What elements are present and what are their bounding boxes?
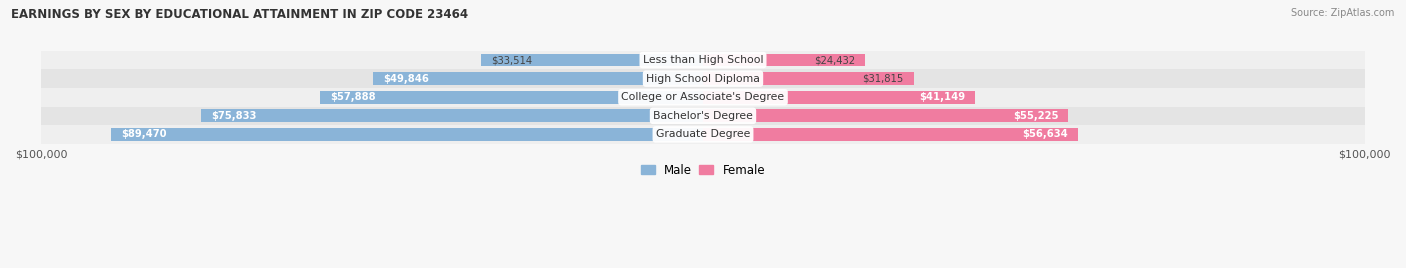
Text: $75,833: $75,833 <box>211 111 256 121</box>
Bar <box>321 91 703 103</box>
Text: $49,846: $49,846 <box>382 74 429 84</box>
Bar <box>41 69 1365 88</box>
Text: $31,815: $31,815 <box>862 74 904 84</box>
Bar <box>703 128 1078 141</box>
Bar <box>373 72 703 85</box>
Text: $89,470: $89,470 <box>121 129 166 139</box>
Text: $56,634: $56,634 <box>1022 129 1067 139</box>
Bar <box>703 54 865 66</box>
Bar <box>111 128 703 141</box>
Bar <box>41 88 1365 106</box>
Bar <box>41 106 1365 125</box>
Bar <box>41 51 1365 69</box>
Bar <box>41 125 1365 144</box>
Text: $33,514: $33,514 <box>491 55 533 65</box>
Legend: Male, Female: Male, Female <box>636 159 770 181</box>
Text: $41,149: $41,149 <box>920 92 966 102</box>
Bar <box>703 72 914 85</box>
Text: Source: ZipAtlas.com: Source: ZipAtlas.com <box>1291 8 1395 18</box>
Text: EARNINGS BY SEX BY EDUCATIONAL ATTAINMENT IN ZIP CODE 23464: EARNINGS BY SEX BY EDUCATIONAL ATTAINMEN… <box>11 8 468 21</box>
Text: $55,225: $55,225 <box>1014 111 1059 121</box>
Text: Bachelor's Degree: Bachelor's Degree <box>652 111 754 121</box>
Text: $57,888: $57,888 <box>330 92 375 102</box>
Bar <box>703 91 976 103</box>
Bar <box>703 110 1069 122</box>
Text: College or Associate's Degree: College or Associate's Degree <box>621 92 785 102</box>
Text: Graduate Degree: Graduate Degree <box>655 129 751 139</box>
Text: High School Diploma: High School Diploma <box>647 74 759 84</box>
Bar <box>201 110 703 122</box>
Text: Less than High School: Less than High School <box>643 55 763 65</box>
Text: $24,432: $24,432 <box>814 55 855 65</box>
Bar <box>481 54 703 66</box>
